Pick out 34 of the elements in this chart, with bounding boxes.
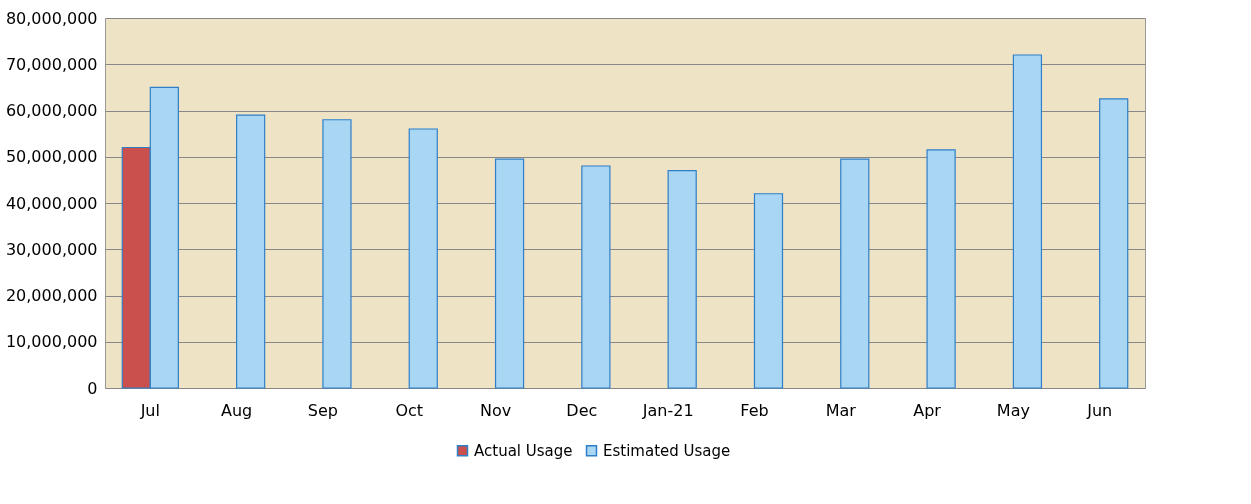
bar [1099, 98, 1129, 389]
x-tick-label: Apr [913, 400, 942, 420]
y-tick-label: 50,000,000 [5, 147, 98, 167]
y-tick-label: 70,000,000 [5, 54, 98, 74]
y-tick-label: 60,000,000 [5, 101, 98, 120]
x-tick-label: Mar [825, 400, 857, 420]
bar [840, 158, 870, 389]
bar [236, 114, 266, 389]
bar [1012, 54, 1043, 389]
bar [494, 158, 525, 389]
bar [667, 170, 697, 389]
x-tick-label: Nov [479, 400, 512, 420]
y-tick-label: 0 [87, 378, 98, 398]
x-tick-label: Jun [1086, 400, 1113, 420]
legend-label: Actual Usage [474, 441, 573, 460]
bar [322, 119, 352, 389]
x-tick-label: Feb [740, 400, 769, 420]
bar [408, 128, 438, 389]
bar [581, 165, 611, 389]
bar [926, 149, 956, 389]
x-tick-label: Jan-21 [641, 400, 694, 420]
x-tick-label: Dec [566, 400, 598, 420]
x-tick-label: Sep [307, 400, 338, 420]
x-tick-label: Jul [139, 400, 160, 420]
legend-label: Estimated Usage [603, 441, 731, 460]
x-tick-label: Aug [220, 400, 253, 420]
y-tick-label: 30,000,000 [5, 239, 98, 259]
bar [753, 193, 784, 389]
y-tick-label: 10,000,000 [5, 332, 98, 352]
y-tick-label: 80,000,000 [5, 8, 98, 28]
x-tick-label: May [996, 400, 1030, 420]
y-tick-label: 20,000,000 [5, 286, 98, 305]
x-tick-label: Oct [395, 400, 424, 420]
y-tick-label: 40,000,000 [5, 193, 98, 213]
